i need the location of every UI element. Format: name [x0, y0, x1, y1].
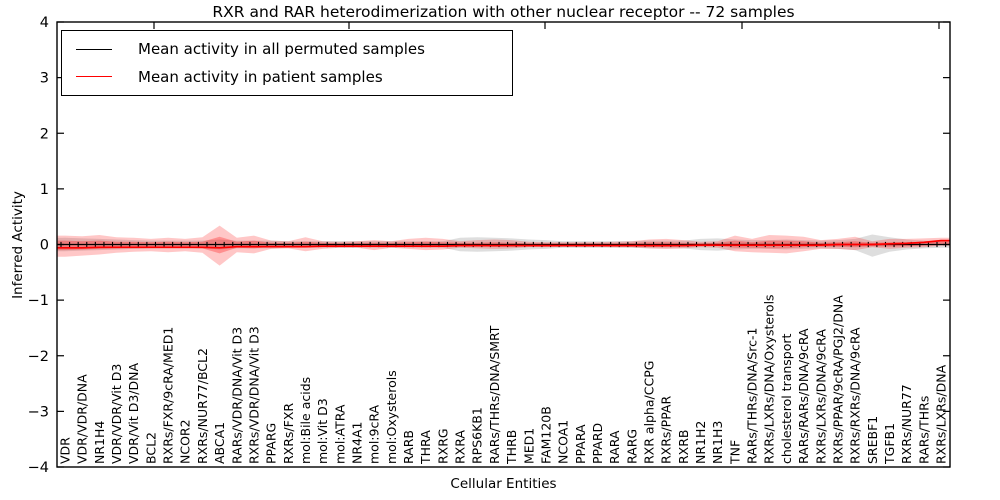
- x-tick-label: TNF: [727, 440, 742, 465]
- x-tick-label: RXRs/NUR77/BCL2: [195, 348, 210, 464]
- x-tick-label: RXRs/PPAR: [659, 396, 674, 464]
- x-tick-label: PPARA: [573, 424, 588, 464]
- x-tick-label: VDR: [58, 437, 73, 464]
- x-tick-label: VDR/VDR/DNA: [75, 374, 90, 464]
- y-tick-label: 1: [40, 182, 49, 198]
- x-tick-label: NR1H3: [710, 421, 725, 464]
- x-tick-label: mol:Oxysterols: [384, 370, 399, 464]
- x-tick-label: RXRs/PPAR/9cRA/PGJ2/DNA: [830, 295, 845, 464]
- x-tick-label: RPS6KB1: [470, 407, 485, 464]
- x-tick-label: RXRs/FXR: [281, 403, 296, 464]
- x-tick-label: ABCA1: [212, 422, 227, 464]
- x-tick-label: RARs/THRs/DNA/SMRT: [487, 325, 502, 464]
- x-tick-label: PPARD: [590, 423, 605, 464]
- x-tick-label: SREBF1: [865, 416, 880, 464]
- x-tick-label: mol:9cRA: [367, 404, 382, 464]
- x-tick-label: NR4A1: [350, 422, 365, 465]
- data-layer: [57, 225, 950, 266]
- x-tick-label: THRA: [418, 430, 433, 465]
- x-tick-label: PPARG: [264, 423, 279, 464]
- y-tick-label: −4: [28, 460, 49, 476]
- x-tick-label: RXRs/VDR/DNA/Vit D3: [246, 326, 261, 464]
- x-tick-label: FAM120B: [538, 406, 553, 464]
- y-tick-label: 4: [40, 15, 49, 31]
- x-tick-label: THRB: [504, 430, 519, 465]
- x-tick-label: RXRs/LXRs/DNA/9cRA: [813, 329, 828, 464]
- x-tick-label: cholesterol transport: [779, 333, 794, 464]
- y-tick-label: −3: [28, 404, 49, 420]
- x-tick-label: RARs/THRs: [916, 396, 931, 464]
- black-line-swatch: [76, 48, 112, 50]
- x-tick-label: RXRG: [435, 428, 450, 464]
- x-tick-label: VDR/Vit D3/DNA: [126, 363, 141, 464]
- x-tick-label: RARG: [624, 429, 639, 464]
- legend-label-patient: Mean activity in patient samples: [138, 67, 383, 86]
- legend-item-permuted: Mean activity in all permuted samples: [76, 40, 512, 58]
- x-tick-label: TGFB1: [882, 423, 897, 465]
- x-tick-label: RXRs/LXRs/DNA/Oxysterols: [762, 294, 777, 464]
- x-axis-label: Cellular Entities: [450, 476, 557, 492]
- x-tick-label: RXRA: [453, 430, 468, 464]
- x-tick-label: RARA: [607, 430, 622, 464]
- x-tick-label: NCOA1: [556, 420, 571, 464]
- x-tick-label: NCOR2: [178, 419, 193, 464]
- x-tick-label: RARs/THRs/DNA/Src-1: [745, 328, 760, 464]
- x-tick-label: NR1H2: [693, 421, 708, 464]
- x-tick-label: RARs/VDR/DNA/Vit D3: [229, 327, 244, 464]
- x-tick-label: RXRs/RXRs/DNA/9cRA: [848, 327, 863, 464]
- x-tick-label: mol:Bile acids: [298, 377, 313, 464]
- x-tick-label: RXRs/LXRs/DNA: [934, 364, 949, 464]
- red-line-swatch: [76, 76, 112, 78]
- x-tick-label: RARs/RARs/DNA/9cRA: [796, 328, 811, 464]
- x-tick-label: RARB: [401, 430, 416, 464]
- legend-item-patient: Mean activity in patient samples: [76, 68, 512, 86]
- x-tick-label: mol:ATRA: [332, 404, 347, 464]
- x-tick-label: mol:Vit D3: [315, 398, 330, 464]
- x-tick-label: RXRB: [676, 429, 691, 464]
- y-tick-label: −1: [28, 293, 49, 309]
- x-tick-label: RXR alpha/CCPG: [642, 361, 657, 464]
- y-tick-label: 2: [40, 126, 49, 142]
- chart-title: RXR and RAR heterodimerization with othe…: [212, 3, 795, 21]
- legend: Mean activity in all permuted samples Me…: [61, 30, 513, 96]
- x-tick-label: NR1H4: [92, 421, 107, 464]
- x-tick-label: BCL2: [143, 432, 158, 464]
- y-tick-label: −2: [28, 349, 49, 365]
- x-tick-label: VDR/VDR/Vit D3: [109, 364, 124, 464]
- y-tick-label: 0: [40, 238, 49, 254]
- patient-mean-line: [57, 239, 950, 249]
- x-tick-label: RXRs/FXR/9cRA/MED1: [161, 327, 176, 464]
- y-tick-label: 3: [40, 71, 49, 87]
- legend-label-permuted: Mean activity in all permuted samples: [138, 40, 425, 59]
- x-tick-label: MED1: [521, 428, 536, 464]
- x-tick-label: RXRs/NUR77: [899, 384, 914, 464]
